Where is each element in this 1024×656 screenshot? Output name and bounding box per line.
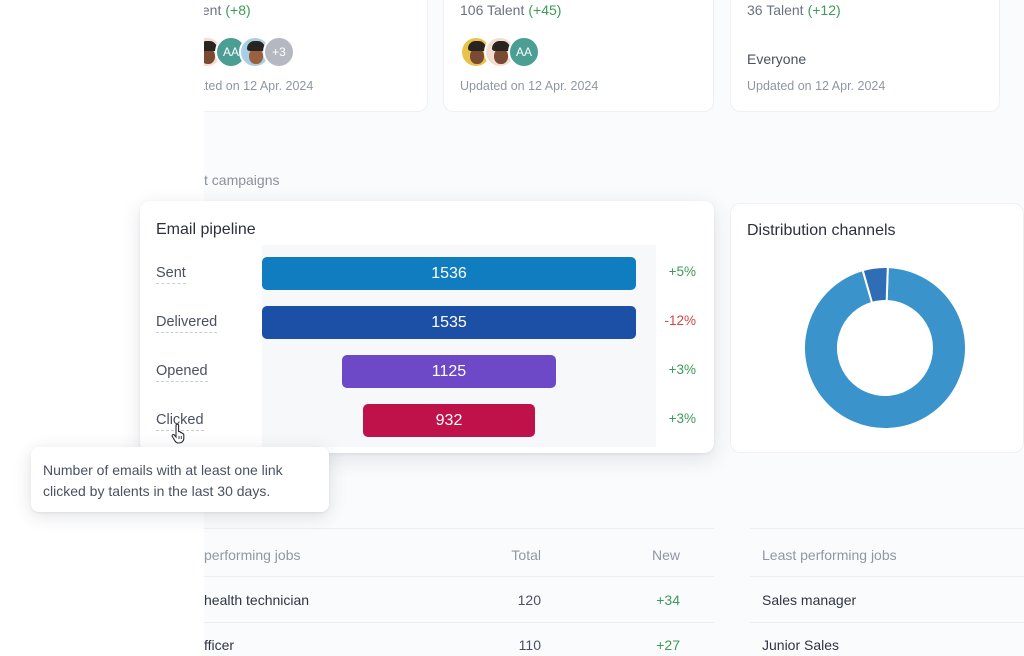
avatar-group: AA +3 [204,36,295,68]
job-name[interactable]: fficer [204,637,235,653]
hand-pointer-icon [171,424,185,444]
job-total: 110 [518,637,541,653]
segment-updated-date: Updated on 12 Apr. 2024 [747,79,886,93]
stage-delta: +5% [668,264,696,279]
stage-bar-clicked[interactable]: 932 [363,404,535,437]
segment-title: 106 Talent (+45) [460,2,562,18]
stage-bar-sent[interactable]: 1536 [262,257,636,290]
job-name[interactable]: health technician [204,592,310,608]
segment-updated-date: Updated on 12 Apr. 2024 [460,79,599,93]
clicked-tooltip: Number of emails with at least one link … [31,447,329,512]
avatar-overflow-count: +3 [263,36,295,68]
segment-delta: (+12) [807,2,841,18]
segment-updated-date: dated on 12 Apr. 2024 [204,79,314,93]
segment-audience: Everyone [747,51,807,67]
donut-slice[interactable] [861,266,889,305]
donut-slice[interactable] [803,266,967,430]
job-new: +34 [656,592,680,608]
distribution-donut-chart [803,266,967,430]
total-column-heading: Total [511,547,541,563]
job-name[interactable]: Sales manager [762,592,857,608]
stage-delta: +3% [668,362,696,377]
section-heading: t campaigns [204,172,280,188]
job-name[interactable]: Junior Sales [762,637,840,653]
least-jobs-heading: Least performing jobs [762,547,897,563]
card-title: Distribution channels [747,222,896,239]
stage-bar-delivered[interactable]: 1535 [262,306,636,339]
stage-delta: -12% [664,313,696,328]
segment-card[interactable]: 36 Talent (+12) Everyone Updated on 12 Ap… [730,0,1000,112]
segment-delta: (+8) [225,2,251,18]
stage-delta: +3% [668,411,696,426]
best-jobs-heading: performing jobs [204,547,301,563]
stage-bar-opened[interactable]: 1125 [342,355,556,388]
jobs-tables: performing jobs Total New Least performi… [204,528,1024,656]
new-column-heading: New [651,547,680,563]
email-pipeline-card: Email pipeline Sent 1536 +5% Delivered 1… [140,201,714,453]
distribution-channels-card: Distribution channels [730,203,1024,453]
stage-label-opened[interactable]: Opened [156,363,208,382]
card-title: Email pipeline [156,221,256,238]
stage-label-clicked[interactable]: Clicked [156,412,204,431]
segment-card[interactable]: 106 Talent (+45) AA Updated on 12 Apr. 20… [443,0,714,112]
avatar-group: AA [460,36,540,68]
stage-label-delivered[interactable]: Delivered [156,314,218,333]
job-total: 120 [517,592,541,608]
stage-label-sent[interactable]: Sent [156,265,186,284]
segment-title: 36 Talent (+12) [747,2,841,18]
segment-title: alent(+8) [204,2,251,18]
avatar: AA [508,36,540,68]
segment-delta: (+45) [528,2,562,18]
job-new: +27 [656,637,680,653]
segment-card[interactable]: alent(+8) AA +3 dated on 12 Apr. 2024 [204,0,428,112]
